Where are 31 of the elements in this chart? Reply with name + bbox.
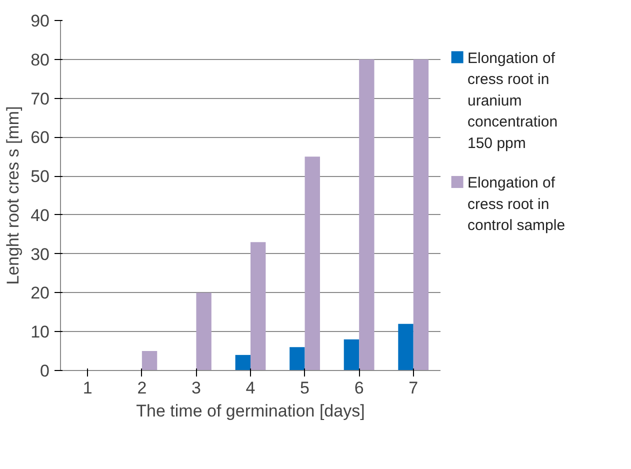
x-tick-label: 1 [82, 378, 92, 398]
y-tick-label: 30 [30, 244, 50, 264]
x-tick-label: 2 [137, 378, 147, 398]
y-tick-label: 50 [30, 167, 50, 186]
y-tick-label: 10 [30, 322, 50, 342]
y-tick-label: 60 [30, 128, 50, 148]
bar [359, 59, 374, 370]
x-axis-title: The time of germination [days] [136, 402, 365, 420]
y-tick-label: 80 [30, 50, 50, 70]
x-tick-label: 5 [300, 378, 310, 398]
y-tick-label: 90 [30, 12, 50, 30]
bar [290, 347, 305, 370]
x-tick-label: 6 [354, 378, 364, 398]
bar [196, 292, 212, 370]
y-tick-label: 20 [30, 284, 50, 303]
bar [142, 351, 158, 370]
y-tick-label: 70 [30, 89, 50, 108]
x-tick-label: 4 [246, 378, 256, 398]
legend-label: Elongation of cress root in control sample [468, 174, 566, 234]
y-axis-title: Lenght root cres s [mm] [4, 106, 23, 285]
y-tick-label: 40 [30, 206, 50, 225]
y-tick-label: 0 [40, 362, 50, 380]
bar [413, 59, 429, 370]
bar [344, 339, 360, 370]
bar [235, 354, 250, 370]
bar [304, 156, 320, 370]
bar [250, 242, 266, 370]
bar [398, 324, 414, 370]
legend-label: Elongation of cress root in uranium concentration 150 ppm [468, 50, 558, 152]
x-tick-label: 3 [191, 378, 201, 398]
x-tick-label: 7 [408, 378, 418, 398]
